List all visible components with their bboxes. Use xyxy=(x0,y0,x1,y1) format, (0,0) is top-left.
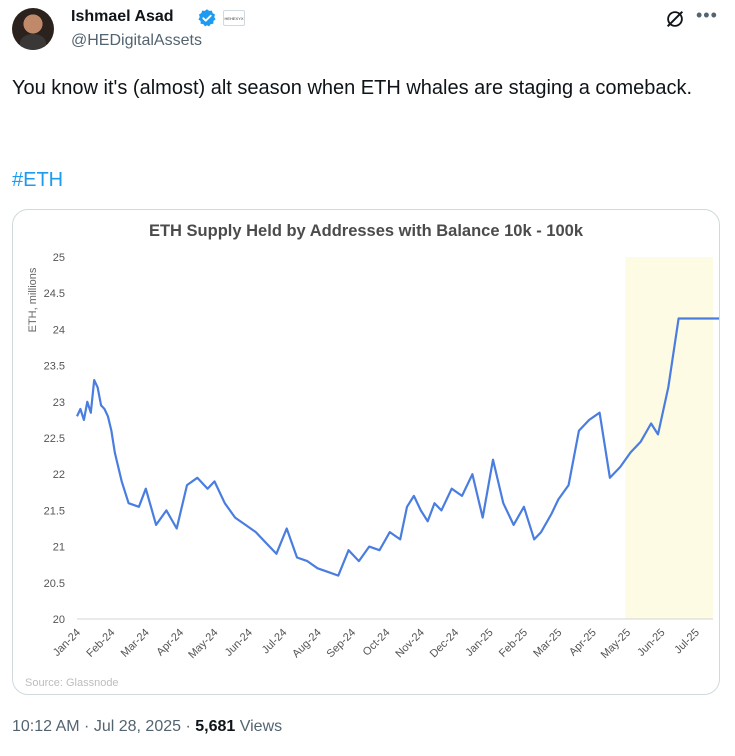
y-tick-label: 24 xyxy=(53,324,65,336)
views-label: Views xyxy=(239,718,283,735)
x-tick-label: Feb-25 xyxy=(497,627,530,660)
y-tick-label: 20 xyxy=(53,614,65,626)
highlight-region xyxy=(625,257,713,619)
media-card[interactable]: ETH Supply Held by Addresses with Balanc… xyxy=(12,209,720,695)
x-tick-label: Apr-24 xyxy=(154,627,186,659)
x-tick-label: Dec-24 xyxy=(428,627,462,661)
x-tick-label: Jul-24 xyxy=(260,627,290,657)
x-tick-label: Jan-24 xyxy=(51,627,83,659)
post-date[interactable]: Jul 28, 2025 xyxy=(93,718,182,735)
x-tick-label: Jun-24 xyxy=(223,627,255,659)
y-tick-label: 21.5 xyxy=(44,505,65,517)
y-tick-label: 24.5 xyxy=(44,288,65,300)
affiliate-badge-icon[interactable]: HEHEXYX xyxy=(223,10,245,26)
eth-supply-chart: ETH Supply Held by Addresses with Balanc… xyxy=(25,222,719,689)
verified-badge-icon xyxy=(198,9,216,27)
views-count: 5,681 xyxy=(195,718,236,735)
y-tick-label: 23 xyxy=(53,397,65,409)
author-handle[interactable]: @HEDigitalAssets xyxy=(71,32,202,49)
hashtag-link[interactable]: #ETH xyxy=(12,169,64,191)
x-tick-label: Jul-25 xyxy=(672,627,702,657)
x-tick-label: Mar-24 xyxy=(119,627,152,660)
post-time[interactable]: 10:12 AM xyxy=(12,718,80,735)
source-label: Source: Glassnode xyxy=(25,677,119,689)
y-tick-label: 25 xyxy=(53,252,65,264)
x-tick-label: Jan-25 xyxy=(463,627,495,659)
x-tick-label: Sep-24 xyxy=(325,627,359,661)
avatar[interactable] xyxy=(12,8,54,50)
y-tick-label: 21 xyxy=(53,542,65,554)
eth-supply-line xyxy=(76,317,719,577)
x-tick-label: May-25 xyxy=(599,627,633,661)
tweet-text: You know it's (almost) alt season when E… xyxy=(12,77,693,99)
y-tick-label: 22.5 xyxy=(44,433,65,445)
x-tick-label: Feb-24 xyxy=(84,627,117,660)
tweet-footer: 10:12 AM · Jul 28, 2025 · 5,681 Views xyxy=(12,718,283,735)
more-icon[interactable]: ••• xyxy=(696,5,718,25)
y-tick-label: 23.5 xyxy=(44,361,65,373)
x-tick-label: Aug-24 xyxy=(290,627,324,661)
x-tick-label: Mar-25 xyxy=(531,627,564,660)
x-tick-label: Nov-24 xyxy=(393,627,427,661)
author-name[interactable]: Ishmael Asad xyxy=(71,8,174,25)
x-tick-label: Oct-24 xyxy=(361,627,393,659)
x-tick-label: Apr-25 xyxy=(567,627,599,659)
y-axis-label: ETH, millions xyxy=(27,267,39,332)
x-tick-label: May-24 xyxy=(186,627,220,661)
x-tick-label: Jun-25 xyxy=(635,627,667,659)
y-tick-label: 20.5 xyxy=(44,578,65,590)
chart-title: ETH Supply Held by Addresses with Balanc… xyxy=(149,222,584,240)
y-tick-label: 22 xyxy=(53,469,65,481)
grok-icon[interactable] xyxy=(664,8,686,30)
